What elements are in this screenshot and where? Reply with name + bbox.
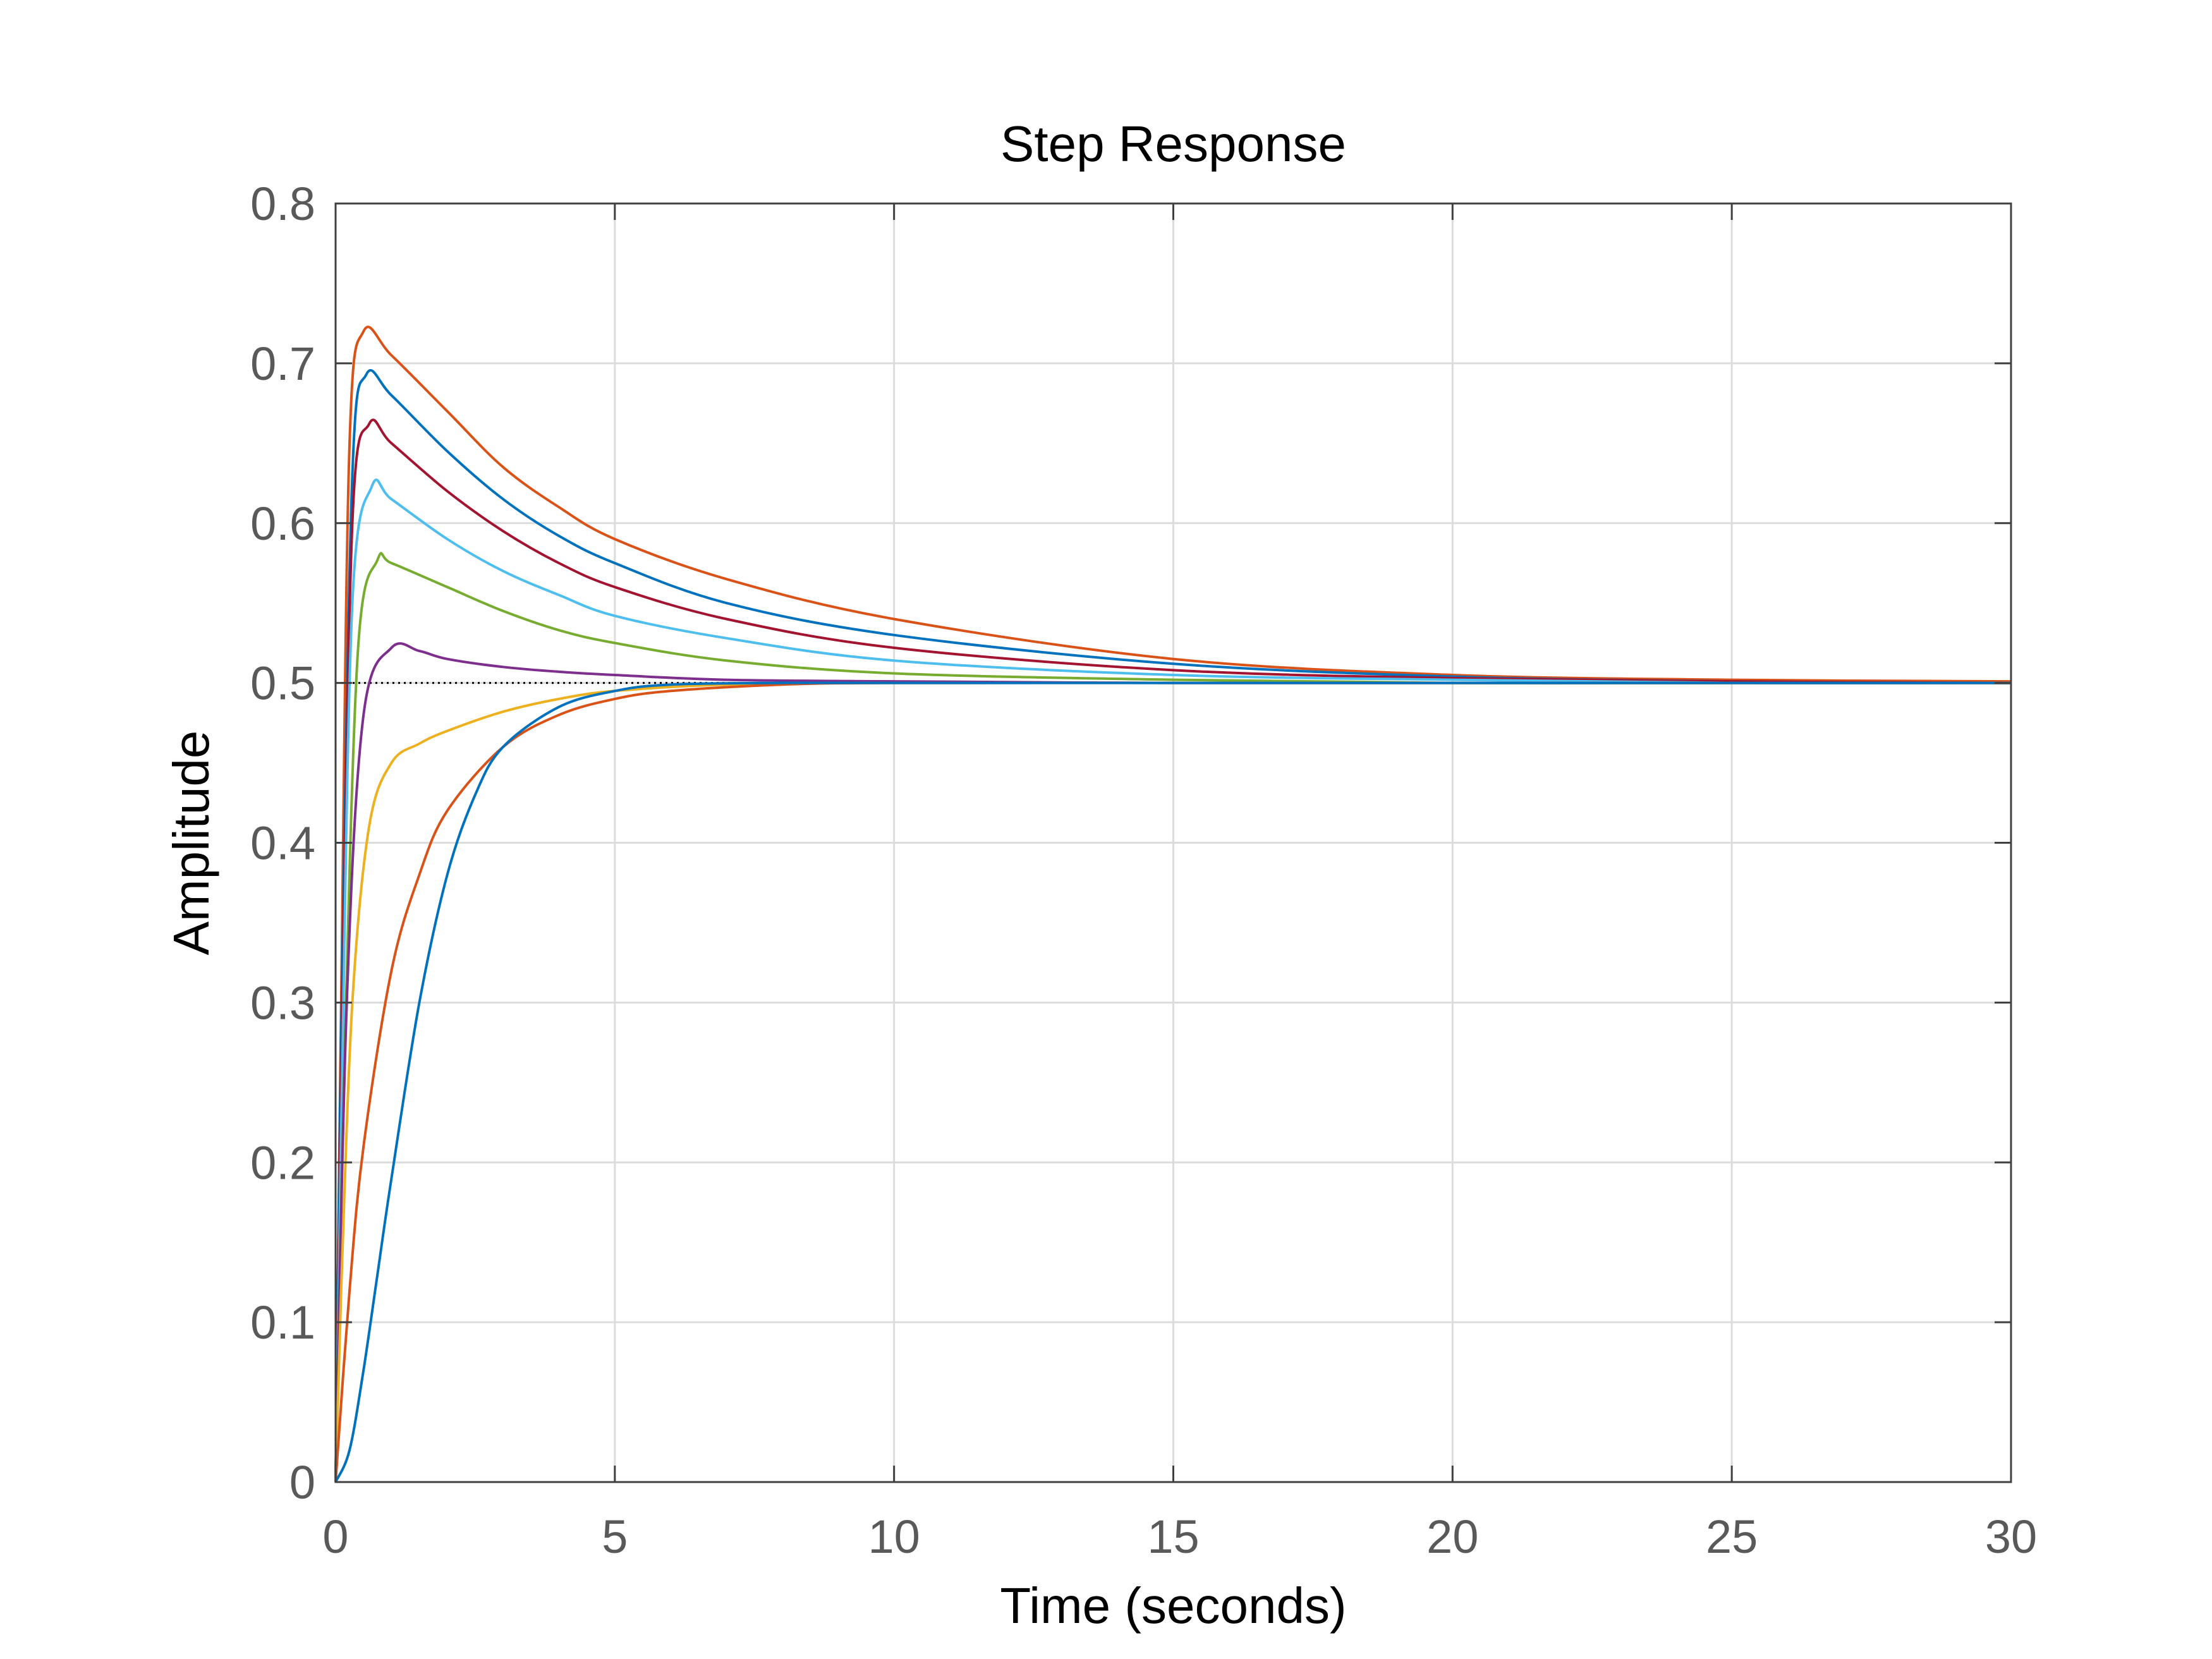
x-tick-label: 10 [868, 1510, 920, 1563]
y-tick-label: 0.6 [250, 497, 315, 550]
y-axis-label: Amplitude [163, 731, 219, 956]
x-tick-labels: 0 5 10 15 20 25 30 [322, 1510, 2037, 1563]
x-tick-label: 0 [322, 1510, 348, 1563]
chart-title: Step Response [1000, 116, 1346, 172]
y-tick-labels: 0 0.1 0.2 0.3 0.4 0.5 0.6 0.7 0.8 [250, 178, 315, 1509]
series-line-response-1 [334, 325, 2012, 1483]
y-tick-label: 0.1 [250, 1296, 315, 1349]
y-tick-label: 0.7 [250, 337, 315, 390]
x-tick-label: 20 [1426, 1510, 1478, 1563]
tick-marks [334, 202, 2012, 1483]
x-tick-label: 30 [1985, 1510, 2037, 1563]
x-tick-label: 5 [602, 1510, 628, 1563]
y-tick-label: 0.5 [250, 657, 315, 710]
y-tick-label: 0.2 [250, 1136, 315, 1189]
series-line-response-3 [334, 418, 2012, 1483]
series-line-response-9 [334, 681, 2011, 1483]
y-tick-label: 0 [289, 1456, 315, 1509]
grid [336, 204, 2011, 1482]
y-tick-label: 0.4 [250, 817, 315, 870]
x-tick-label: 15 [1147, 1510, 1199, 1563]
series-line-response-4 [334, 478, 2012, 1483]
x-axis-label: Time (seconds) [1000, 1577, 1346, 1634]
x-tick-label: 25 [1706, 1510, 1758, 1563]
y-tick-label: 0.8 [250, 178, 315, 230]
y-tick-label: 0.3 [250, 976, 315, 1029]
series-lines [334, 325, 2012, 1483]
